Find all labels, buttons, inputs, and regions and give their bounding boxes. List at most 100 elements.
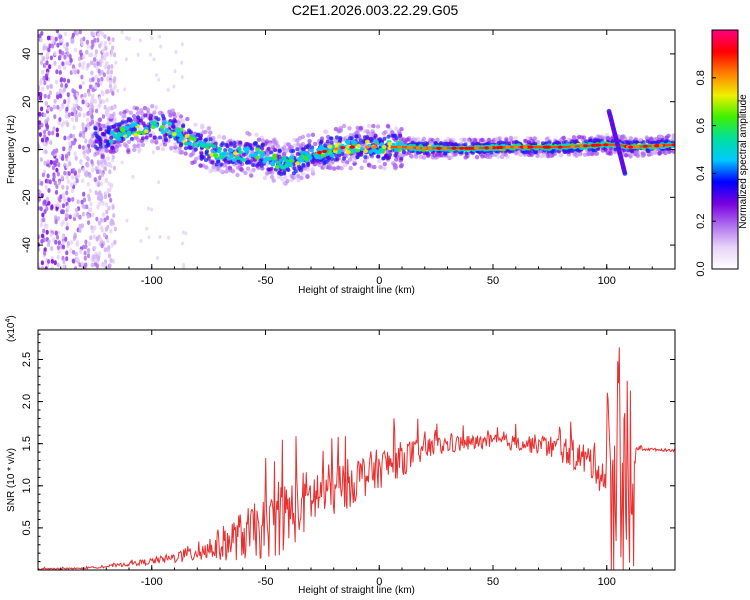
noise-dot	[56, 254, 60, 260]
envelope-dot	[473, 138, 478, 143]
noise-dot	[111, 158, 115, 163]
envelope-dot	[366, 123, 372, 129]
noise-dot	[45, 229, 49, 235]
noise-dot	[69, 133, 73, 139]
noise-dot	[49, 232, 53, 238]
noise-dot	[45, 206, 49, 212]
band-dot	[171, 124, 176, 129]
noise-dot	[111, 37, 115, 42]
band-dot	[93, 131, 98, 136]
noise-dot	[58, 117, 62, 122]
peak-dot	[436, 146, 442, 150]
core-dot	[197, 140, 203, 145]
envelope-dot	[299, 143, 304, 148]
noise-dot	[38, 192, 41, 198]
envelope-dot	[269, 174, 275, 180]
band-dot	[384, 153, 389, 158]
noise-dot	[73, 151, 77, 157]
noise-dot	[107, 106, 111, 111]
band-dot	[387, 155, 392, 160]
core-dot	[244, 149, 250, 154]
noise-dot	[97, 201, 101, 207]
noise-dot	[38, 111, 42, 117]
noise-dot	[59, 88, 63, 94]
x-tick-label: 100	[598, 576, 616, 588]
band-dot	[306, 163, 311, 168]
noise-dot	[124, 57, 128, 62]
envelope-dot	[548, 153, 553, 159]
envelope-dot	[571, 135, 577, 140]
core-dot	[274, 164, 280, 169]
envelope-dot	[566, 137, 571, 142]
noise-dot	[77, 168, 81, 174]
noise-dot	[109, 228, 113, 234]
envelope-dot	[465, 138, 471, 143]
noise-dot	[51, 165, 56, 171]
snr-y-scale-base: (x10	[6, 322, 17, 342]
band-dot	[398, 133, 403, 138]
noise-dot	[68, 146, 72, 152]
noise-dot	[70, 175, 75, 180]
noise-dot	[61, 104, 65, 110]
noise-dot	[40, 265, 45, 269]
noise-dot	[40, 193, 44, 198]
noise-dot	[71, 197, 75, 202]
noise-dot	[60, 156, 65, 161]
noise-dot	[106, 76, 110, 82]
noise-dot	[89, 137, 93, 143]
noise-dot	[77, 173, 81, 179]
band-dot	[301, 147, 306, 152]
envelope-dot	[305, 167, 310, 172]
noise-dot	[106, 188, 110, 194]
noise-dot	[53, 114, 57, 119]
envelope-dot	[358, 125, 364, 131]
noise-dot	[71, 258, 75, 264]
envelope-dot	[137, 126, 143, 132]
noise-dot	[52, 174, 56, 180]
y-tick-label: 2.5	[21, 352, 33, 367]
snr-panel: -100 -50 0 50 100 0.5 1.0 1.5 2.0 2.5 Height of …	[5, 315, 676, 596]
envelope-dot	[347, 126, 352, 131]
noise-dot	[43, 199, 47, 205]
snr-x-ticks: -100 -50 0 50 100	[37, 330, 676, 588]
noise-dot	[51, 130, 55, 136]
noise-dot	[63, 43, 67, 49]
noise-dot	[39, 60, 44, 65]
noise-dot	[57, 240, 61, 246]
noise-dot	[106, 224, 110, 230]
noise-dot	[62, 146, 66, 152]
envelope-dot	[300, 134, 306, 140]
band-dot	[464, 151, 469, 156]
band-dot	[205, 149, 210, 154]
envelope-dot	[134, 106, 140, 111]
envelope-dot	[128, 110, 133, 115]
peak-dot	[557, 145, 563, 149]
band-dot	[349, 136, 354, 141]
noise-dot	[151, 150, 155, 155]
noise-dot	[40, 137, 45, 143]
band-dot	[140, 136, 145, 141]
noise-dot	[46, 35, 51, 41]
noise-dot	[38, 91, 41, 97]
noise-dot	[44, 185, 48, 190]
noise-dot	[65, 42, 69, 47]
noise-dot	[91, 212, 95, 218]
envelope-dot	[382, 161, 387, 167]
band-dot	[148, 116, 153, 121]
core-dot	[381, 145, 387, 149]
snr-x-label: Height of straight line (km)	[298, 585, 415, 596]
envelope-dot	[544, 136, 550, 142]
noise-dot	[107, 245, 111, 250]
envelope-dot	[561, 135, 567, 141]
envelope-dot	[439, 153, 444, 158]
noise-dot	[62, 65, 67, 71]
noise-dot	[78, 228, 82, 233]
noise-dot	[40, 260, 45, 266]
envelope-dot	[416, 136, 421, 142]
envelope-dot	[170, 108, 175, 113]
envelope-dot	[245, 166, 251, 171]
envelope-dot	[135, 110, 141, 116]
noise-dot	[106, 69, 110, 75]
band-dot	[463, 142, 468, 147]
noise-dot	[44, 73, 49, 79]
